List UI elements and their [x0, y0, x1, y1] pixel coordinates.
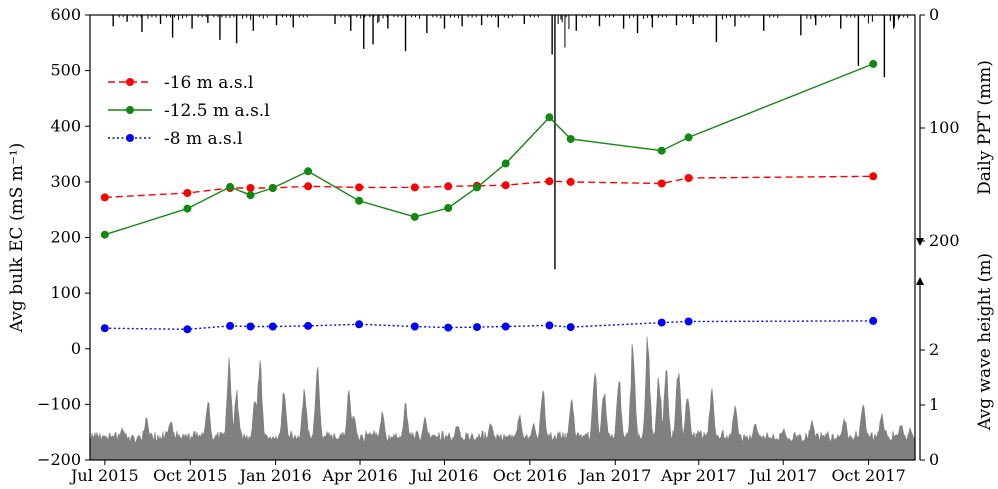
- series-point-0: [501, 181, 510, 190]
- x-tick-label: Oct 2016: [493, 466, 567, 485]
- x-tick-label: Jan 2017: [577, 466, 651, 485]
- x-tick-label: Oct 2017: [831, 466, 905, 485]
- series-point-2: [657, 318, 666, 327]
- series-point-1: [566, 135, 575, 143]
- y-left-tick-label: 500: [50, 61, 81, 80]
- y-left-tick-label: 100: [50, 283, 81, 302]
- series-point-2: [304, 321, 313, 330]
- series-point-0: [444, 182, 453, 191]
- series-point-0: [684, 174, 693, 182]
- x-tick-label: Apr 2016: [321, 466, 397, 485]
- wave-height-fill: [89, 336, 916, 461]
- series-point-2: [684, 317, 693, 326]
- series-point-2: [501, 322, 510, 331]
- arrow-down-icon: [916, 238, 924, 246]
- series-line-2: [104, 320, 874, 331]
- x-tick-label: Apr 2017: [660, 466, 736, 485]
- series-lines: [100, 59, 878, 334]
- series-point-0: [657, 179, 666, 188]
- legend-marker-1: [126, 106, 134, 114]
- y-right-top-label: Daily PPT (mm): [975, 60, 995, 195]
- series-point-2: [246, 322, 255, 331]
- series-point-1: [545, 113, 554, 122]
- y-left-tick-label: −100: [37, 394, 81, 413]
- wave-height-area: [89, 336, 916, 461]
- series-point-2: [183, 325, 192, 334]
- series-point-1: [444, 204, 453, 212]
- series-point-2: [566, 323, 575, 332]
- x-tick-label: Jul 2015: [69, 466, 139, 485]
- series-point-0: [100, 193, 109, 202]
- series-point-2: [545, 321, 554, 330]
- series-point-2: [355, 320, 364, 329]
- y-right-bottom-tick-label: 0: [929, 450, 939, 469]
- series-point-1: [304, 167, 313, 176]
- series-point-1: [355, 196, 364, 205]
- series-point-1: [410, 212, 419, 221]
- series-point-1: [657, 146, 666, 155]
- y-left-tick-label: 600: [50, 5, 81, 24]
- y-left-label: Avg bulk EC (mS m⁻¹): [7, 143, 27, 334]
- series-point-1: [226, 182, 235, 191]
- series-point-0: [869, 172, 878, 181]
- y-left-tick-label: 200: [50, 228, 81, 247]
- y-left-tick-label: 400: [50, 116, 81, 135]
- series-point-2: [100, 324, 109, 333]
- series-point-1: [246, 191, 255, 200]
- series-point-1: [869, 59, 878, 68]
- series-point-0: [183, 189, 192, 197]
- y-right-top-tick-label: 200: [929, 231, 960, 250]
- series-point-1: [684, 133, 693, 142]
- series-point-1: [100, 230, 109, 239]
- series-point-2: [869, 316, 878, 325]
- precipitation-bars: [112, 15, 909, 270]
- series-point-2: [444, 323, 453, 332]
- series-point-1: [268, 184, 277, 192]
- y-right-top-tick-label: 100: [929, 118, 960, 137]
- y-right-bottom-tick-label: 1: [929, 395, 939, 414]
- legend: -16 m a.s.l -12.5 m a.s.l -8 m a.s.l: [108, 73, 270, 149]
- y-right-top-tick-label: 0: [929, 5, 939, 24]
- y-right-bottom-tick-label: 2: [929, 340, 939, 359]
- legend-label-2: -8 m a.s.l: [164, 129, 243, 149]
- series-point-0: [246, 184, 255, 192]
- series-line-1: [104, 63, 874, 236]
- series-point-2: [473, 323, 481, 332]
- series-point-1: [501, 159, 510, 168]
- series-line-0: [104, 175, 874, 199]
- x-tick-label: Oct 2015: [153, 466, 227, 485]
- legend-marker-0: [126, 78, 134, 86]
- x-tick-label: Jan 2016: [238, 466, 312, 485]
- series-point-2: [268, 322, 277, 331]
- y-left-tick-label: 0: [71, 339, 81, 358]
- series-point-0: [410, 183, 419, 192]
- series-point-1: [473, 183, 481, 192]
- y-right-bottom-label: Avg wave height (m): [975, 253, 995, 431]
- legend-label-0: -16 m a.s.l: [164, 73, 253, 93]
- series-point-0: [566, 177, 575, 186]
- series-point-0: [545, 177, 554, 186]
- y-left-tick-label: −200: [37, 450, 81, 469]
- y-left-tick-label: 300: [50, 172, 81, 191]
- legend-marker-2: [126, 134, 134, 142]
- legend-label-1: -12.5 m a.s.l: [164, 101, 270, 121]
- arrow-up-icon: [916, 277, 924, 285]
- series-point-1: [183, 204, 192, 213]
- series-point-0: [304, 182, 313, 191]
- series-point-0: [355, 183, 364, 192]
- x-tick-label: Jul 2017: [747, 466, 817, 485]
- series-point-2: [226, 321, 235, 330]
- series-point-2: [410, 322, 419, 331]
- x-tick-label: Jul 2016: [409, 466, 479, 485]
